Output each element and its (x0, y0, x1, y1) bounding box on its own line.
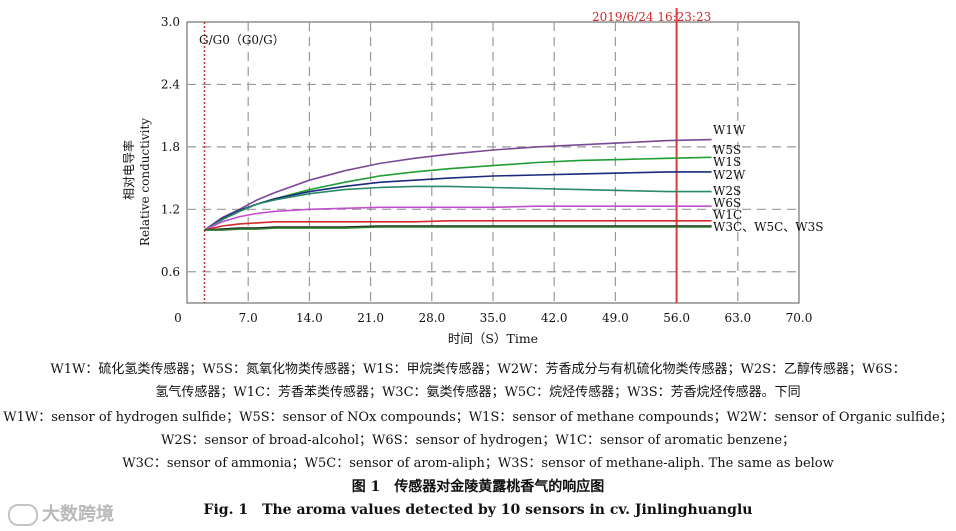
y-tick-label: 1.8 (161, 140, 180, 154)
y-axis-label-en: Relative conductivity (138, 118, 152, 246)
figure-title-cn: 图 1 传感器对金陵黄露桃香气的响应图 (351, 479, 605, 495)
series-line (204, 220, 712, 231)
x-tick-label: 70.0 (786, 311, 813, 325)
x-tick-labels: 7.0 14.0 21.0 28.0 35.0 42.0 49.0 56.0 63.0 70.0 (239, 311, 813, 325)
series-lines (204, 138, 712, 231)
caption-en-line3: W3C：sensor of ammonia；W5C：sensor of arom… (122, 456, 834, 471)
x-tick-label: 42.0 (541, 311, 568, 325)
sensor-response-chart: 7.0 14.0 21.0 28.0 35.0 42.0 49.0 56.0 63.0 70.0 … (121, 8, 824, 346)
x-tick-label: 49.0 (602, 311, 629, 325)
x-tick-label: 63.0 (724, 311, 751, 325)
y-tick-label: 1.2 (161, 202, 180, 216)
x-tick-label: 21.0 (357, 311, 384, 325)
caption-cn-line2: 氢气传感器；W1C：芳香苯类传感器；W3C：氨类传感器；W5C：烷烃传感器；W3… (155, 385, 801, 400)
series-line (204, 185, 712, 231)
x-tick-label: 7.0 (239, 311, 258, 325)
series-label: W5S (713, 143, 741, 157)
y-tick-labels: 0.6 1.2 1.8 2.4 3.0 (161, 15, 180, 279)
y-axis-label-cn: 相对电导率 (121, 140, 136, 200)
y-tick-label: 3.0 (161, 15, 180, 29)
series-label: W1S (713, 155, 741, 169)
x-axis-label: 时间（S）Time (448, 331, 538, 346)
series-line (204, 205, 712, 231)
series-line (204, 225, 712, 231)
x-tick-label: 35.0 (480, 311, 507, 325)
series-line (204, 226, 712, 231)
x-tick-label: 14.0 (296, 311, 323, 325)
y-tick-label: 0.6 (161, 265, 180, 279)
series-label: W6S (713, 196, 741, 210)
caption-cn-line1: W1W：硫化氢类传感器；W5S：氮氧化物类传感器；W1S：甲烷类传感器；W2W：… (50, 362, 906, 377)
caption-en-line2: W2S：sensor of broad-alcohol；W6S：sensor o… (160, 433, 796, 448)
caption-en-line1: W1W：sensor of hydrogen sulfide；W5S：senso… (3, 410, 953, 425)
origin-label: 0 (174, 311, 182, 325)
series-label: W1W (713, 123, 746, 137)
y-corner-label: G/G0（G0/G） (199, 33, 285, 47)
series-label: W1C (713, 208, 742, 222)
timestamp-label: 2019/6/24 16:23:23 (592, 10, 711, 24)
x-tick-label: 56.0 (663, 311, 690, 325)
watermark: 大数跨境 (8, 500, 114, 526)
x-tick-label: 28.0 (418, 311, 445, 325)
y-tick-label: 2.4 (161, 77, 180, 91)
series-label: W2S (713, 184, 741, 198)
series-line (204, 138, 712, 231)
watermark-text: 大数跨境 (42, 504, 114, 525)
series-label: W2W (713, 168, 746, 182)
watermark-logo-icon (8, 504, 38, 526)
figure-title-en: Fig. 1 The aroma values detected by 10 s… (203, 502, 753, 518)
series-label: W3C、W5C、W3S (713, 220, 824, 234)
grid-lines (187, 22, 799, 303)
